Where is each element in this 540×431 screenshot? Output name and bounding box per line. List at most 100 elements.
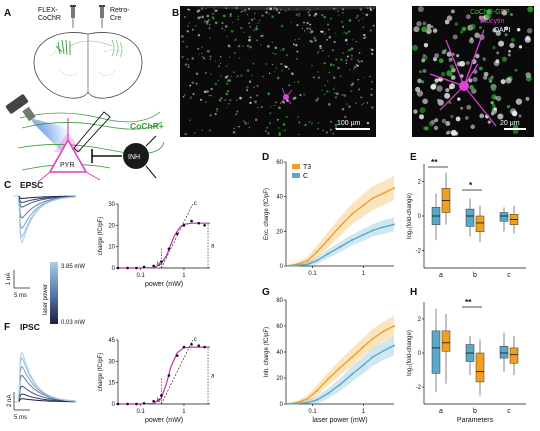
nucleus-dot (317, 76, 321, 79)
nucleus-dot (181, 35, 184, 38)
y-tick-label: -2 (416, 249, 422, 255)
nucleus-dot (350, 58, 353, 61)
y-axis-label: Inh. charge (fC/pF) (264, 327, 270, 377)
nucleus-dot (217, 65, 221, 68)
nucleus-dot (507, 53, 511, 57)
c-scale-x-label: 5 ms (14, 293, 27, 299)
c-scale-y-label: 1 nA (6, 273, 12, 285)
nucleus-dot (201, 15, 204, 18)
series-point-t3 (326, 378, 329, 381)
data-point (190, 219, 193, 223)
series-point-t3 (393, 325, 395, 327)
nucleus-dot (271, 15, 274, 18)
nucleus-dot (417, 78, 422, 84)
legend-dapi: DAPI (494, 27, 510, 34)
nucleus-dot (471, 88, 477, 94)
nucleus-dot (248, 38, 251, 42)
series-point-c (351, 373, 354, 376)
nucleus-dot (333, 92, 336, 95)
x-tick-label: 0.1 (136, 273, 145, 279)
series-band-t3 (286, 315, 394, 404)
nucleus-dot (466, 104, 472, 110)
nucleus-dot (355, 16, 358, 19)
nucleus-dot (334, 123, 338, 127)
param-c-line (161, 203, 194, 269)
nucleus-dot (275, 8, 279, 11)
y-tick-label: 20 (276, 376, 283, 382)
nucleus-dot (345, 62, 348, 65)
nucleus-dot (419, 107, 426, 114)
nucleus-dot (460, 106, 464, 110)
nucleus-dot (430, 84, 437, 90)
nucleus-dot (508, 49, 511, 53)
nucleus-dot (252, 86, 255, 89)
nucleus-dot (214, 9, 218, 12)
x-tick-label: 1 (182, 273, 186, 279)
y-tick-label: 20 (108, 223, 115, 229)
nucleus-dot (268, 12, 270, 15)
nucleus-dot (268, 122, 272, 125)
nucleus-dot (492, 45, 496, 50)
nucleus-dot (333, 40, 336, 44)
nucleus-dot (276, 118, 279, 121)
series-point-t3 (393, 187, 395, 189)
nucleus-dot (314, 39, 317, 42)
nucleus-dot (518, 45, 523, 49)
nucleus-dot (441, 49, 446, 55)
nucleus-dot (326, 80, 329, 82)
series-band-c (286, 217, 394, 266)
f-scale-x-label: 5 ms (14, 415, 27, 421)
nucleus-dot (243, 8, 247, 12)
nucleus-dot (459, 60, 466, 67)
nucleus-dot (448, 57, 453, 62)
series-point-t3 (315, 251, 318, 254)
sigmoid-fit (118, 222, 210, 269)
nucleus-dot (250, 74, 253, 77)
nucleus-dot (248, 35, 252, 39)
series-point-t3 (382, 330, 385, 333)
nucleus-dot (256, 84, 259, 87)
nucleus-dot (344, 115, 347, 119)
nucleus-dot (328, 103, 331, 106)
box-t3 (475, 215, 485, 232)
nucleus-dot (208, 27, 211, 30)
nucleus-dot (332, 76, 336, 80)
nucleus-dot (216, 110, 218, 112)
nucleus-dot (295, 57, 298, 60)
nucleus-dot (370, 48, 372, 50)
nucleus-dot (280, 8, 282, 11)
panel-c: C EPSC 1 nA 5 ms 3.85 mW 0.03 mW laser p… (4, 180, 85, 326)
nucleus-dot (430, 25, 434, 29)
nucleus-dot (285, 65, 288, 69)
nucleus-dot (362, 102, 365, 105)
nucleus-dot (297, 116, 300, 118)
nucleus-dot (418, 70, 423, 74)
nucleus-dot (319, 45, 322, 48)
nucleus-dot (266, 45, 270, 48)
nucleus-dot (332, 132, 335, 135)
nucleus-dot (485, 13, 492, 19)
nucleus-dot (218, 98, 222, 102)
nucleus-dot (281, 69, 284, 72)
nucleus-dot (501, 56, 508, 62)
nucleus-dot (221, 27, 224, 30)
nucleus-dot (332, 63, 335, 67)
nucleus-dot (211, 18, 214, 20)
data-point (197, 344, 201, 347)
series-point-c (326, 392, 329, 395)
nucleus-dot (246, 14, 249, 16)
nucleus-dot (235, 6, 238, 10)
nucleus-dot (206, 49, 210, 53)
nucleus-dot (445, 121, 451, 126)
data-point (182, 224, 186, 227)
nucleus-dot (220, 75, 222, 78)
nucleus-dot (465, 14, 471, 20)
nucleus-dot (236, 75, 239, 78)
nucleus-dot (504, 26, 509, 31)
nucleus-dot (325, 131, 329, 134)
sweep-trace (14, 352, 77, 403)
nucleus-dot (298, 133, 300, 136)
nucleus-dot (317, 70, 319, 73)
nucleus-dot (232, 130, 236, 134)
nucleus-dot (360, 96, 363, 99)
